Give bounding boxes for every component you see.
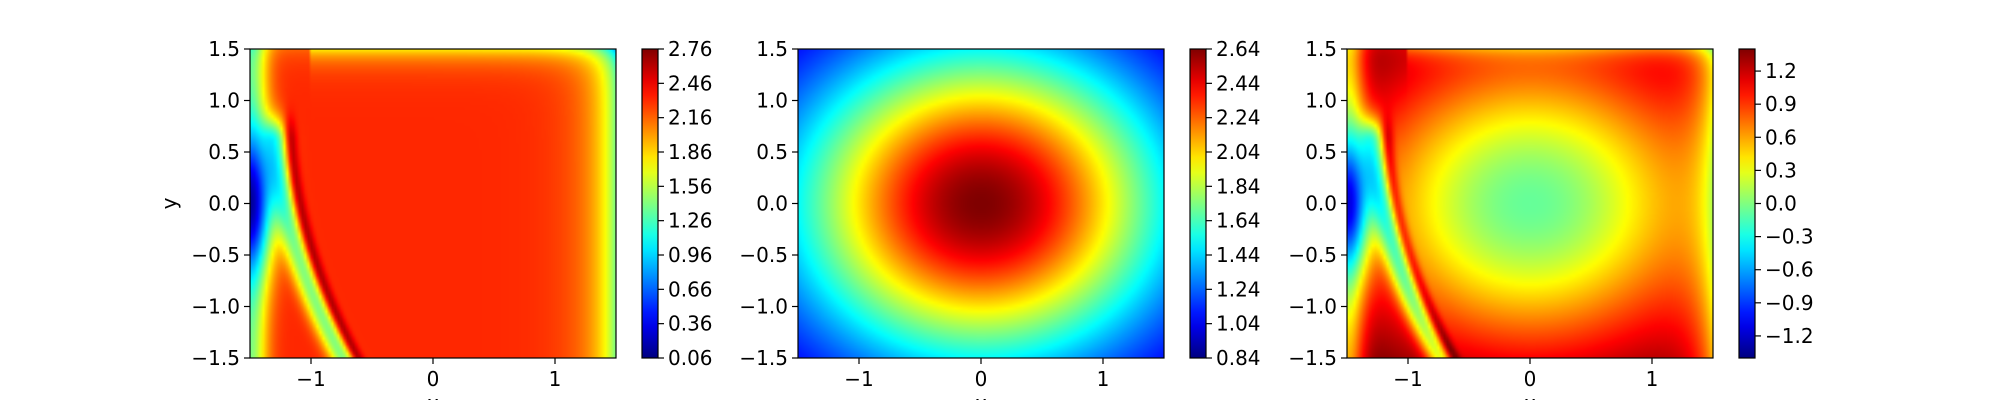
colorbar-1-tick-label: 1.56: [668, 174, 713, 198]
heatmap-1-xlabel: x: [427, 391, 439, 400]
colorbar-2-tick-label: 1.04: [1216, 312, 1261, 336]
heatmap-1-xtick-label: 0: [427, 367, 440, 391]
heatmap-2-xtick-label: 1: [1097, 367, 1110, 391]
heatmap-2-xlabel: x: [975, 391, 987, 400]
colorbar-1-tick-label: 0.36: [668, 312, 713, 336]
colorbar-1-tick-label: 2.16: [668, 106, 713, 130]
colorbar-3-tick-label: 1.2: [1765, 59, 1797, 83]
heatmap-3-ytick-label: −0.5: [1288, 243, 1337, 267]
colorbar-3-tick-label: 0.0: [1765, 192, 1797, 216]
heatmap-3-ytick-label: −1.0: [1288, 295, 1337, 319]
heatmap-1-ylabel: y: [157, 197, 181, 209]
heatmap-3-field: [1347, 49, 1713, 358]
heatmap-3-ytick-label: 1.0: [1305, 89, 1337, 113]
heatmap-2-ytick-label: 1.5: [756, 37, 788, 61]
colorbar-2-tick-label: 1.24: [1216, 277, 1261, 301]
heatmap-2-ytick-label: −0.5: [739, 243, 788, 267]
colorbar-3-tick-label: −0.9: [1765, 291, 1814, 315]
heatmap-2-xtick-label: −1: [844, 367, 873, 391]
colorbar-2-tick-label: 2.64: [1216, 37, 1261, 61]
heatmap-3-ytick-label: 0.5: [1305, 140, 1337, 164]
colorbar-1: [641, 48, 659, 359]
heatmap-2-ytick-label: 1.0: [756, 89, 788, 113]
colorbar-2-tick-label: 1.44: [1216, 243, 1261, 267]
heatmap-3-ytick-label: 0.0: [1305, 192, 1337, 216]
colorbar-3-tick-label: 0.3: [1765, 158, 1797, 182]
colorbar-3-tick-label: −0.6: [1765, 258, 1814, 282]
heatmap-2-ytick-label: 0.0: [756, 192, 788, 216]
heatmap-1-ytick-label: 1.5: [208, 37, 240, 61]
colorbar-1-tick-label: 2.76: [668, 37, 713, 61]
heatmap-3-ytick-label: 1.5: [1305, 37, 1337, 61]
colorbar-2-tick-label: 2.44: [1216, 71, 1261, 95]
heatmap-1-ytick-label: −1.0: [191, 295, 240, 319]
heatmap-1-ytick-label: −0.5: [191, 243, 240, 267]
colorbar-1-tick-label: 1.86: [668, 140, 713, 164]
heatmap-2-xtick-label: 0: [975, 367, 988, 391]
colorbar-1-tick-label: 0.96: [668, 243, 713, 267]
heatmap-1-ytick-label: 1.0: [208, 89, 240, 113]
heatmap-1-ytick-label: 0.5: [208, 140, 240, 164]
colorbar-2-tick-label: 1.84: [1216, 174, 1261, 198]
heatmap-1-ytick-label: −1.5: [191, 346, 240, 370]
heatmap-3-ytick-label: −1.5: [1288, 346, 1337, 370]
colorbar-1-tick-label: 1.26: [668, 209, 713, 233]
colorbar-2-tick-label: 2.04: [1216, 140, 1261, 164]
heatmap-1-ytick-label: 0.0: [208, 192, 240, 216]
colorbar-2-tick-label: 1.64: [1216, 209, 1261, 233]
colorbar-2-tick-label: 0.84: [1216, 346, 1261, 370]
colorbar-1-tick-label: 0.06: [668, 346, 713, 370]
colorbar-2-tick-label: 2.24: [1216, 106, 1261, 130]
heatmap-3-xtick-label: 0: [1524, 367, 1537, 391]
colorbar-3-tick-label: −1.2: [1765, 324, 1814, 348]
heatmap-3-xlabel: x: [1524, 391, 1536, 400]
heatmap-1-xtick-label: 1: [549, 367, 562, 391]
colorbar-2: [1189, 48, 1207, 359]
heatmap-1-field: [250, 49, 616, 358]
heatmap-3-xtick-label: −1: [1393, 367, 1422, 391]
colorbar-1-tick-label: 0.66: [668, 277, 713, 301]
heatmap-1-xtick-label: −1: [296, 367, 325, 391]
colorbar-3: [1738, 48, 1756, 359]
heatmap-2-ytick-label: −1.5: [739, 346, 788, 370]
colorbar-3-tick-label: 0.9: [1765, 92, 1797, 116]
heatmap-2-ytick-label: 0.5: [756, 140, 788, 164]
colorbar-3-tick-label: −0.3: [1765, 225, 1814, 249]
heatmap-3-xtick-label: 1: [1646, 367, 1659, 391]
colorbar-3-tick-label: 0.6: [1765, 125, 1797, 149]
heatmap-2-field: [798, 49, 1164, 358]
heatmap-2-ytick-label: −1.0: [739, 295, 788, 319]
colorbar-1-tick-label: 2.46: [668, 71, 713, 95]
